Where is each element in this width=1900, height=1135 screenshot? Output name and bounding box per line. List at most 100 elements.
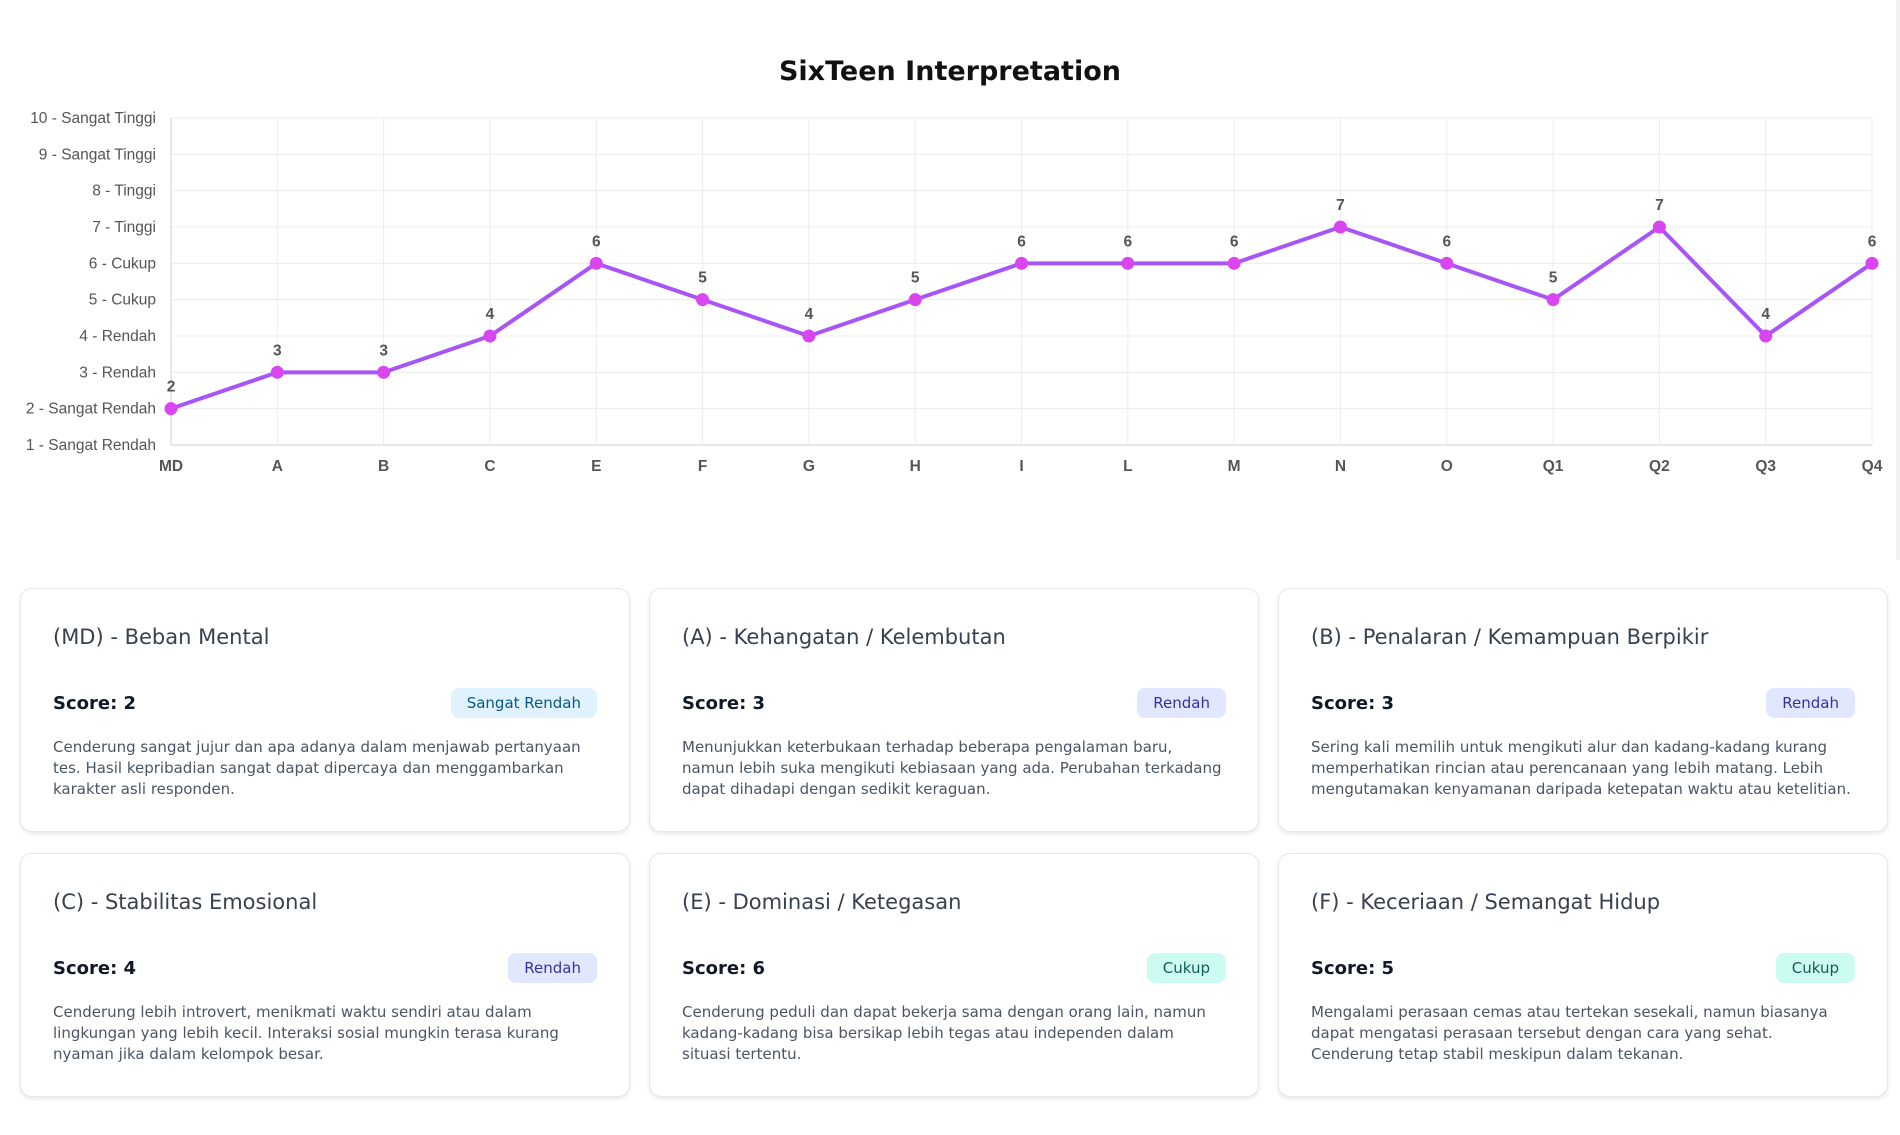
page-title: SixTeen Interpretation xyxy=(778,56,1121,88)
y-tick-label: 7 - Tinggi xyxy=(92,219,156,236)
card-description: Cenderung lebih introvert, menikmati wak… xyxy=(53,1003,559,1063)
card-description: Mengalami perasaan cemas atau tertekan s… xyxy=(1311,1003,1828,1063)
card-score: Score: 2 xyxy=(53,692,137,714)
data-label: 6 xyxy=(1230,233,1239,250)
data-point xyxy=(589,256,603,270)
card-description: Cenderung sangat jujur dan apa adanya da… xyxy=(53,738,581,798)
data-point xyxy=(1546,293,1560,307)
card-md: (MD) - Beban Mental Score: 2 Sangat Rend… xyxy=(20,588,630,832)
data-label: 4 xyxy=(486,306,495,323)
data-label: 6 xyxy=(1124,233,1133,250)
x-tick-label: F xyxy=(698,458,707,475)
x-tick-label: G xyxy=(803,458,815,475)
interpretation-cards: (MD) - Beban Mental Score: 2 Sangat Rend… xyxy=(20,588,1888,1097)
y-tick-label: 10 - Sangat Tinggi xyxy=(30,110,156,127)
data-point xyxy=(1015,256,1028,270)
status-badge: Sangat Rendah xyxy=(450,688,597,718)
data-label: 7 xyxy=(1336,197,1345,214)
scrollbar[interactable] xyxy=(1896,0,1900,560)
data-point xyxy=(270,365,284,379)
data-point xyxy=(1227,256,1241,270)
x-tick-label: Q2 xyxy=(1649,458,1670,475)
card-score: Score: 3 xyxy=(682,692,766,714)
x-tick-label: L xyxy=(1123,458,1132,475)
card-title: (E) - Dominasi / Ketegasan xyxy=(682,890,962,914)
y-tick-label: 6 - Cukup xyxy=(89,255,156,272)
data-label: 4 xyxy=(1761,306,1770,323)
data-point xyxy=(908,293,922,307)
card-score-row: Score: 2 Sangat Rendah xyxy=(53,687,597,719)
data-point xyxy=(1652,220,1666,234)
x-tick-label: I xyxy=(1019,458,1023,475)
data-label: 5 xyxy=(1549,270,1558,287)
card-score-row: Score: 5 Cukup xyxy=(1311,952,1855,984)
data-point xyxy=(696,293,710,307)
data-label: 5 xyxy=(698,270,707,287)
x-tick-label: H xyxy=(910,458,921,475)
card-score-row: Score: 6 Cukup xyxy=(682,952,1226,984)
card-score-row: Score: 3 Rendah xyxy=(682,687,1226,719)
x-tick-label: O xyxy=(1441,458,1453,475)
data-point xyxy=(802,329,816,343)
x-tick-label: Q4 xyxy=(1862,458,1883,475)
data-point xyxy=(483,329,497,343)
data-label: 6 xyxy=(592,233,601,250)
card-description: Menunjukkan keterbukaan terhadap beberap… xyxy=(682,738,1222,798)
x-tick-label: B xyxy=(378,458,389,475)
data-point xyxy=(164,402,178,416)
x-tick-label: N xyxy=(1335,458,1346,475)
data-label: 4 xyxy=(805,306,814,323)
y-tick-label: 8 - Tinggi xyxy=(92,183,156,200)
card-title: (A) - Kehangatan / Kelembutan xyxy=(682,625,1006,649)
data-label: 7 xyxy=(1655,197,1664,214)
x-tick-label: Q3 xyxy=(1755,458,1776,475)
card-e: (E) - Dominasi / Ketegasan Score: 6 Cuku… xyxy=(649,853,1259,1097)
data-label: 6 xyxy=(1017,233,1026,250)
y-tick-label: 9 - Sangat Tinggi xyxy=(39,146,156,163)
card-b: (B) - Penalaran / Kemampuan Berpikir Sco… xyxy=(1278,588,1888,832)
card-title: (B) - Penalaran / Kemampuan Berpikir xyxy=(1311,625,1709,649)
data-label: 6 xyxy=(1442,233,1451,250)
y-tick-label: 2 - Sangat Rendah xyxy=(26,401,156,418)
data-point xyxy=(1121,256,1135,270)
data-label: 6 xyxy=(1868,233,1877,250)
data-point xyxy=(1865,256,1879,270)
y-tick-label: 5 - Cukup xyxy=(89,292,156,309)
line-chart: 1 - Sangat Rendah 2 - Sangat Rendah 3 - Re… xyxy=(26,110,1883,475)
card-title: (C) - Stabilitas Emosional xyxy=(53,890,318,914)
data-point xyxy=(377,365,391,379)
status-badge: Rendah xyxy=(1137,688,1226,718)
card-score-row: Score: 4 Rendah xyxy=(53,952,597,984)
data-point xyxy=(1440,256,1454,270)
x-tick-label: M xyxy=(1228,458,1241,475)
card-score: Score: 6 xyxy=(682,957,766,979)
status-badge: Rendah xyxy=(508,953,597,983)
y-tick-label: 3 - Rendah xyxy=(79,364,156,381)
card-score: Score: 5 xyxy=(1311,957,1395,979)
card-title: (F) - Keceriaan / Semangat Hidup xyxy=(1311,890,1661,914)
status-badge: Cukup xyxy=(1146,953,1226,983)
card-score: Score: 3 xyxy=(1311,692,1395,714)
card-score: Score: 4 xyxy=(53,957,137,979)
card-description: Sering kali memilih untuk mengikuti alur… xyxy=(1311,738,1851,798)
x-tick-label: Q1 xyxy=(1543,458,1564,475)
data-label: 5 xyxy=(911,270,920,287)
data-point xyxy=(1333,220,1347,234)
data-label: 2 xyxy=(167,379,176,396)
x-tick-label: C xyxy=(484,458,495,475)
status-badge: Cukup xyxy=(1775,953,1855,983)
data-label: 3 xyxy=(379,342,388,359)
card-f: (F) - Keceriaan / Semangat Hidup Score: … xyxy=(1278,853,1888,1097)
card-c: (C) - Stabilitas Emosional Score: 4 Rend… xyxy=(20,853,630,1097)
x-tick-label: A xyxy=(272,458,283,475)
data-point xyxy=(1759,329,1773,343)
y-tick-label: 1 - Sangat Rendah xyxy=(26,437,156,454)
card-a: (A) - Kehangatan / Kelembutan Score: 3 R… xyxy=(649,588,1259,832)
x-tick-label: MD xyxy=(159,458,183,475)
card-title: (MD) - Beban Mental xyxy=(53,625,270,649)
y-tick-label: 4 - Rendah xyxy=(79,328,156,345)
data-label: 3 xyxy=(273,342,282,359)
card-description: Cenderung peduli dan dapat bekerja sama … xyxy=(682,1003,1206,1063)
x-tick-label: E xyxy=(591,458,601,475)
status-badge: Rendah xyxy=(1766,688,1855,718)
